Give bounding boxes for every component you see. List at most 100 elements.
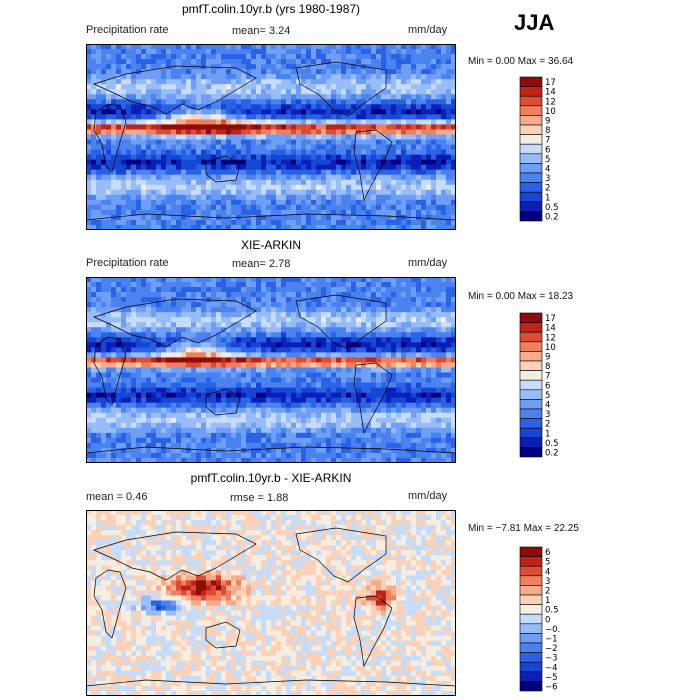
panel-1-map-coastline [93, 103, 127, 173]
panel-2-mean: mean= 2.78 [232, 258, 291, 270]
panel-1-colorbar-swatch [519, 201, 543, 212]
panel-2-map-coastline [295, 294, 387, 350]
panel-2-map-coastline [93, 298, 257, 348]
panel-3-rmse: rmse = 1.88 [230, 492, 289, 504]
panel-1-colorbar-tick-label: 6 [545, 145, 550, 155]
panel-2-colorbar-tick-label: 8 [545, 362, 550, 372]
panel-3-colorbar-tick-label: −4 [545, 663, 558, 673]
panel-2-colorbar-swatch [519, 427, 543, 439]
panel-2-colorbar-swatch [519, 408, 543, 419]
panel-2-colorbar-tick-label: 9 [545, 353, 550, 363]
panel-3-colorbar-swatch [519, 671, 543, 682]
panel-1-colorbar-tick-label: 4 [545, 165, 550, 175]
panel-2-colorbar-swatch [519, 360, 543, 371]
panel-1-colorbar-tick-label: 2 [545, 184, 550, 194]
panel-3-colorbar-swatch [519, 613, 543, 625]
panel-1-map-field [86, 44, 456, 230]
panel-2-colorbar-swatch [519, 312, 543, 323]
panel-3-map-coastline [353, 595, 393, 668]
panel-1-colorbar-tick-label: 1 [545, 193, 550, 203]
panel-2-colorbar-tick-label: 2 [545, 420, 550, 430]
panel-1-colorbar-swatch [519, 153, 543, 164]
panel-1-colorbar-swatch [519, 172, 543, 183]
panel-1-colorbar-swatch [519, 76, 543, 87]
panel-3-colorbar-tick-label: 2 [545, 587, 550, 597]
panel-3-mean: mean = 0.46 [86, 491, 148, 503]
panel-2-map [86, 277, 456, 463]
panel-3-colorbar-tick-label: −1 [545, 635, 558, 645]
panel-3-map-coastline [93, 569, 127, 639]
panel-3-colorbar-tick-label: −6 [545, 683, 558, 693]
panel-2-colorbar-tick-label: 0.5 [545, 439, 559, 449]
panel-1-colorbar-swatch [519, 134, 543, 145]
panel-1-colorbar-swatch [519, 182, 543, 193]
panel-3-colorbar-swatch [519, 565, 543, 577]
panel-3-colorbar-swatch [519, 623, 543, 634]
panel-1-colorbar-swatch [519, 95, 543, 107]
panel-2-colorbar-swatch [519, 379, 543, 391]
panel-3-colorbar-tick-label: −0.5 [545, 625, 560, 635]
panel-2-minmax: Min = 0.00 Max = 18.23 [468, 291, 574, 302]
panel-2-colorbar-tick-label: 1 [545, 429, 550, 439]
panel-2-map-field [86, 277, 456, 463]
panel-2-colorbar-tick-label: 12 [545, 333, 556, 343]
panel-1-colorbar-tick-label: 5 [545, 155, 550, 165]
panel-2-colorbar-swatch [519, 447, 543, 458]
panel-1-colorbar-tick-label: 3 [545, 174, 550, 184]
panel-3-colorbar-tick-label: 1 [545, 596, 550, 606]
panel-2-colorbar-swatch [519, 341, 543, 352]
panel-2-map-coastline [86, 446, 456, 454]
panel-3-colorbar-tick-label: 5 [545, 558, 550, 568]
panel-3-colorbar-swatch [519, 585, 543, 596]
panel-3-colorbar-tick-label: −5 [545, 673, 558, 683]
panel-3-colorbar-tick-label: −3 [545, 654, 558, 664]
panel-3-colorbar-swatch [519, 681, 543, 692]
panel-1-colorbar-swatch [519, 86, 543, 97]
panel-3-colorbar-swatch [519, 575, 543, 586]
panel-3-map [86, 510, 456, 696]
panel-3-colorbar-tick-label: 3 [545, 577, 550, 587]
panel-1-colorbar-tick-label: 9 [545, 117, 550, 127]
panel-1-map-coastline [86, 213, 456, 221]
panel-3-colorbar-swatch [519, 594, 543, 605]
panel-2-field-label: Precipitation rate [86, 257, 169, 269]
panel-3-map-field [86, 510, 456, 696]
panel-2-colorbar-swatch [519, 399, 543, 410]
panel-1-colorbar-tick-label: 10 [545, 107, 556, 117]
panel-2-colorbar-swatch [519, 437, 543, 448]
panel-3-colorbar-swatch [519, 642, 543, 653]
panel-2-map-coastline [353, 362, 393, 435]
panel-1-colorbar-swatch [519, 191, 543, 203]
panel-1-colorbar-swatch [519, 211, 543, 222]
panel-3-units: mm/day [408, 490, 448, 502]
panel-2-colorbar-tick-label: 6 [545, 381, 550, 391]
panel-1-colorbar-swatch [519, 105, 543, 116]
panel-1-colorbar-tick-label: 0.5 [545, 203, 559, 213]
panel-1-map [86, 44, 456, 230]
panel-2-colorbar-swatch [519, 322, 543, 333]
panel-2-colorbar-tick-label: 14 [545, 324, 556, 334]
season-label: JJA [514, 10, 555, 35]
panel-3-colorbar-tick-label: 0.5 [545, 606, 559, 616]
panel-1-map-coastline [205, 155, 241, 183]
panel-1-field-label: Precipitation rate [86, 24, 169, 36]
panel-2-units: mm/day [408, 257, 448, 269]
panel-1-colorbar-tick-label: 7 [545, 136, 550, 146]
panel-1-colorbar-tick-label: 14 [545, 88, 556, 98]
panel-3-colorbar-tick-label: 6 [545, 548, 550, 558]
panel-2-map-coastline [205, 388, 241, 416]
panel-1-colorbar-swatch [519, 143, 543, 155]
panel-2-colorbar-tick-label: 17 [545, 314, 556, 324]
panel-3-colorbar-swatch [519, 661, 543, 673]
panel-2-colorbar-tick-label: 0.2 [545, 449, 559, 459]
panel-2-colorbar-tick-label: 10 [545, 343, 556, 353]
panel-1-map-coastline [353, 129, 393, 202]
panel-1-colorbar-tick-label: 17 [545, 78, 556, 88]
panel-2-colorbar-tick-label: 7 [545, 372, 550, 382]
panel-1-colorbar-swatch [519, 115, 543, 126]
panel-2-colorbar-swatch [519, 370, 543, 381]
panel-2-colorbar-tick-label: 3 [545, 410, 550, 420]
